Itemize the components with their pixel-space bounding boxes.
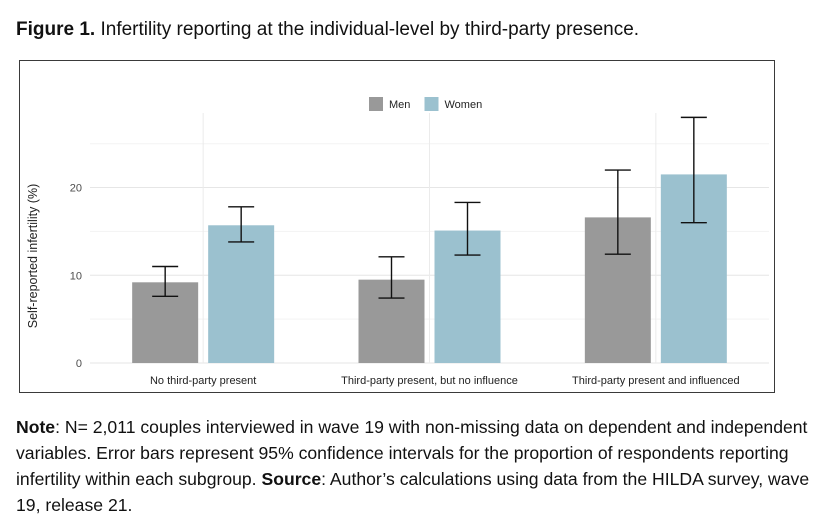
chart-frame: 0 10 20 No third-party present Third-party p… (19, 60, 775, 393)
y-tick-label: 0 (76, 358, 82, 370)
legend-swatch-men (369, 97, 383, 111)
source-label: Source (261, 469, 322, 489)
figure-note: Note: N= 2,011 couples interviewed in wa… (16, 414, 826, 518)
y-tick-label: 20 (70, 183, 82, 195)
bar-women (208, 225, 275, 363)
y-tick-label: 10 (70, 270, 82, 282)
legend-label-men: Men (389, 99, 410, 111)
figure-title: Infertility reporting at the individual-… (100, 19, 640, 40)
legend-label-women: Women (445, 99, 483, 111)
legend-swatch-women (424, 97, 439, 111)
source-text: : Author’s calculations using data from … (16, 469, 810, 515)
x-category-label: Third-party present and influenced (572, 375, 740, 387)
figure-caption: Figure 1. Infertility reporting at the i… (16, 19, 639, 41)
bar-chart: 0 10 20 No third-party present Third-party p… (26, 97, 769, 387)
note-label: Note (16, 417, 56, 437)
figure-label: Figure 1. (16, 19, 96, 40)
note-text: : N= 2,011 couples interviewed in wave 1… (16, 417, 808, 489)
x-category-label: Third-party present, but no influence (341, 375, 518, 387)
x-category-label: No third-party present (150, 375, 256, 387)
y-axis-title: Self-reported infertility (%) (26, 184, 40, 329)
